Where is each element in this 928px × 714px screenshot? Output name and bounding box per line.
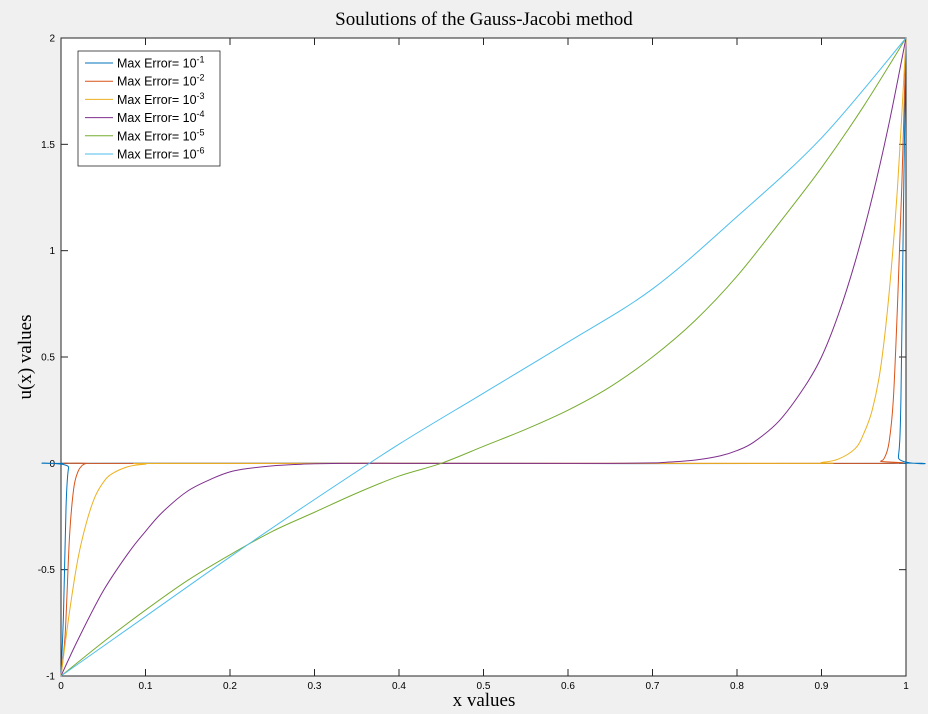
legend-label-6: Max Error= 10-6 <box>117 146 205 162</box>
y-ticks: -1 -0.5 0 0.5 1 1.5 2 <box>38 34 906 683</box>
x-tick-label: 0.6 <box>561 681 575 692</box>
x-tick-label: 0.9 <box>815 681 829 692</box>
y-tick-label: -1 <box>46 672 55 683</box>
legend-label-3: Max Error= 10-3 <box>117 91 205 107</box>
legend-label-5: Max Error= 10-5 <box>117 127 205 143</box>
x-tick-label: 0.4 <box>392 681 406 692</box>
x-tick-label: 1 <box>903 681 909 692</box>
y-axis-label: u(x) values <box>15 315 36 400</box>
x-tick-label: 0.1 <box>139 681 153 692</box>
x-tick-label: 0.5 <box>477 681 491 692</box>
legend-label-2: Max Error= 10-2 <box>117 73 205 89</box>
x-ticks: 0 0.1 0.2 0.3 0.4 0.5 0.6 0.7 0.8 0.9 1 <box>58 38 909 692</box>
y-tick-label: 1 <box>49 246 55 257</box>
legend-label-4: Max Error= 10-4 <box>117 109 205 125</box>
legend-items: Max Error= 10-1 Max Error= 10-2 Max Error=… <box>85 55 205 162</box>
y-tick-label: 0 <box>49 459 55 470</box>
series-line-5 <box>60 37 907 677</box>
x-tick-label: 0.3 <box>308 681 322 692</box>
chart-title: Soulutions of the Gauss-Jacobi method <box>335 9 633 30</box>
legend-label-1: Max Error= 10-1 <box>117 55 205 71</box>
y-tick-label: 0.5 <box>41 353 55 364</box>
y-tick-label: -0.5 <box>38 565 56 576</box>
series-lines <box>41 37 926 677</box>
x-tick-label: 0 <box>58 681 64 692</box>
x-tick-label: 0.7 <box>646 681 660 692</box>
y-tick-label: 2 <box>49 34 55 45</box>
legend: Max Error= 10-1 Max Error= 10-2 Max Error=… <box>77 50 221 167</box>
x-tick-label: 0.2 <box>223 681 237 692</box>
series-line-4 <box>60 37 907 677</box>
y-tick-label: 1.5 <box>41 140 55 151</box>
x-axis-label: x values <box>453 690 516 711</box>
x-tick-label: 0.8 <box>730 681 744 692</box>
legend-box <box>77 50 221 167</box>
series-line-6 <box>60 37 907 677</box>
